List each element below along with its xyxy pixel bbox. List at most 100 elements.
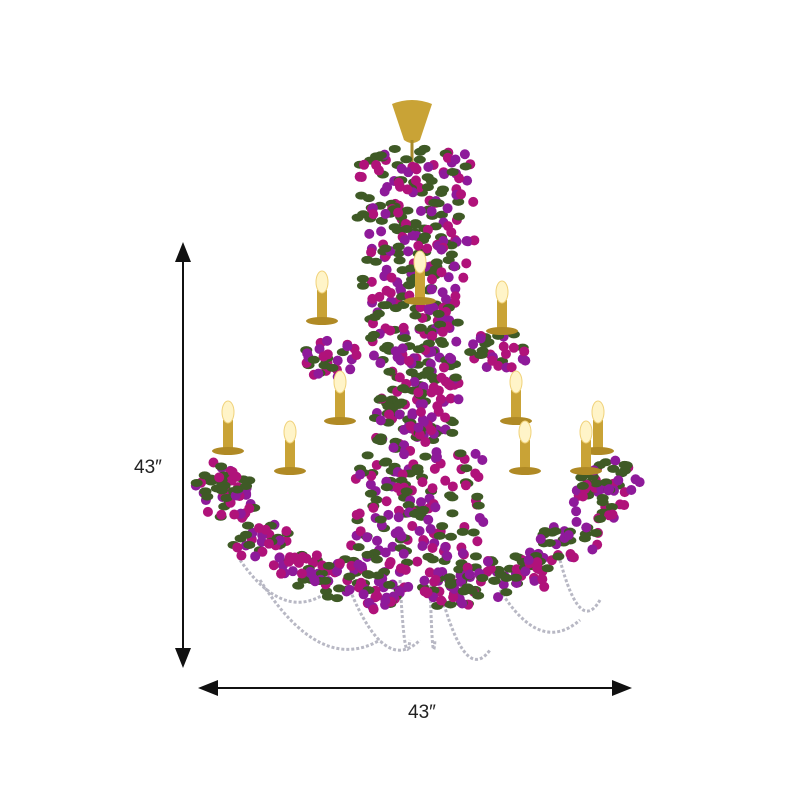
- candle-lights: [212, 250, 614, 475]
- flower: [426, 425, 437, 436]
- flower: [382, 182, 393, 193]
- flower: [604, 484, 615, 495]
- bulb: [283, 420, 297, 444]
- flower: [478, 516, 489, 527]
- flower: [453, 394, 464, 405]
- flower: [322, 335, 333, 346]
- leaf: [412, 345, 425, 354]
- flower: [443, 272, 454, 283]
- flower: [375, 358, 386, 369]
- flower: [297, 551, 308, 562]
- flower: [520, 566, 531, 577]
- flower: [424, 303, 435, 314]
- leaf: [307, 355, 320, 364]
- flower: [386, 272, 397, 283]
- flower: [446, 353, 457, 364]
- candle: [415, 270, 425, 300]
- leaf: [372, 309, 385, 318]
- flower: [442, 152, 453, 163]
- leaf: [421, 183, 434, 192]
- flower: [202, 506, 213, 517]
- flower: [448, 592, 459, 603]
- leaf: [215, 462, 228, 471]
- candle: [497, 300, 507, 330]
- leaf: [445, 250, 458, 259]
- flower: [354, 508, 365, 519]
- flower: [587, 544, 598, 555]
- flower: [426, 284, 437, 295]
- flower: [493, 592, 504, 603]
- leaf: [215, 486, 228, 495]
- leaf: [326, 363, 339, 372]
- flower: [367, 293, 378, 304]
- crystal-strand: [428, 579, 437, 651]
- leaf: [414, 323, 427, 332]
- leaf: [321, 592, 334, 601]
- flower: [461, 258, 472, 269]
- flower: [630, 474, 641, 485]
- leaf: [331, 594, 344, 603]
- flower: [460, 480, 471, 491]
- leaf: [434, 320, 447, 329]
- leaf: [382, 402, 395, 411]
- leaf: [400, 225, 413, 234]
- leaf: [392, 249, 405, 258]
- flower: [366, 247, 377, 258]
- flower: [610, 455, 621, 466]
- leaf: [549, 527, 562, 536]
- flower: [423, 161, 434, 172]
- bobeche: [486, 327, 518, 335]
- leaf: [374, 515, 387, 524]
- flower: [427, 542, 438, 553]
- flower: [426, 206, 437, 217]
- flower: [394, 586, 405, 597]
- leaf: [201, 492, 214, 501]
- flower: [498, 579, 509, 590]
- flower: [457, 598, 468, 609]
- leaf: [375, 394, 388, 403]
- bulb: [591, 400, 605, 424]
- leaf: [476, 574, 489, 583]
- leaf: [444, 580, 457, 589]
- flower: [446, 227, 457, 238]
- flower: [449, 261, 460, 272]
- leaf: [240, 530, 253, 539]
- flower: [396, 531, 407, 542]
- flower: [359, 159, 370, 170]
- leaf: [444, 532, 457, 541]
- flower: [366, 276, 377, 287]
- bulb: [579, 420, 593, 444]
- flower: [364, 228, 375, 239]
- flower: [358, 589, 369, 600]
- leaf: [190, 478, 203, 487]
- flower: [387, 541, 398, 552]
- leaf: [417, 505, 430, 514]
- leaf: [383, 367, 396, 376]
- flower: [236, 550, 247, 561]
- bobeche: [509, 467, 541, 475]
- bulb: [333, 370, 347, 394]
- flower: [415, 206, 426, 217]
- leaf: [445, 241, 458, 250]
- leaf: [413, 155, 426, 164]
- flower: [309, 574, 320, 585]
- flower: [393, 512, 404, 523]
- flower: [430, 502, 441, 513]
- flower: [523, 555, 534, 566]
- leaf: [467, 528, 480, 537]
- leaf: [392, 400, 405, 409]
- flower: [458, 272, 469, 283]
- leaf: [433, 531, 446, 540]
- flower: [619, 500, 630, 511]
- leaf: [351, 213, 364, 222]
- bulb: [518, 420, 532, 444]
- flower: [281, 526, 292, 537]
- flower: [372, 535, 383, 546]
- flower: [422, 243, 433, 254]
- flower: [429, 463, 440, 474]
- bulb: [315, 270, 329, 294]
- flower: [216, 509, 227, 520]
- crystal-strand: [438, 589, 492, 661]
- leaf: [380, 457, 393, 466]
